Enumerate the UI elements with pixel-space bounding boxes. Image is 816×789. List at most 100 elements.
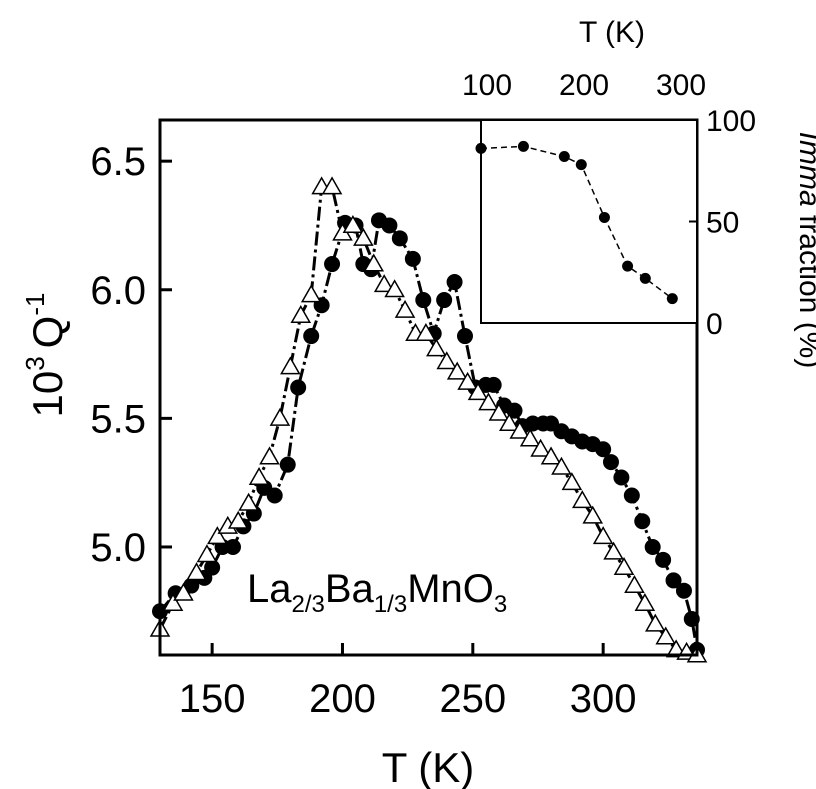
triangle-point (162, 593, 184, 612)
triangle-point (300, 284, 322, 303)
circle-point (602, 454, 619, 471)
formula-mno: MnO (407, 567, 494, 611)
inset-x-tick-label: 300 (656, 69, 706, 102)
main-y-tick-label: 6.5 (90, 140, 146, 184)
inset-background (481, 120, 697, 323)
circle-point (204, 559, 221, 576)
inset-point (575, 159, 587, 171)
triangle-point (446, 361, 468, 380)
triangle-point (280, 356, 301, 375)
circle-point (665, 572, 682, 589)
circle-point (279, 456, 296, 473)
triangle-point (582, 505, 604, 524)
triangle-point (509, 420, 531, 439)
triangle-point (457, 371, 478, 390)
inset-chart: 100 200 300 0 50 100 T (K) Imma fraction (%) (462, 16, 816, 368)
inset-point (517, 140, 529, 152)
triangle-point (551, 456, 572, 475)
y-label-unit-exponent: -1 (20, 293, 50, 316)
inset-y-tick-label: 100 (706, 105, 756, 138)
inset-y-tick-label: 50 (706, 207, 739, 240)
circle-point (391, 230, 408, 247)
triangle-point (624, 575, 645, 594)
triangle-point (373, 274, 395, 293)
triangle-point (238, 492, 259, 511)
circle-point (404, 250, 421, 267)
circle-series-line (158, 218, 699, 651)
triangle-point (384, 279, 405, 298)
triangle-point (634, 593, 656, 612)
inset-y-tick-label: 0 (706, 308, 723, 341)
y-label-unit: Q (24, 316, 71, 349)
main-y-axis-label: 103 Q-1 (20, 293, 71, 418)
main-x-ticks: 150 200 250 300 (179, 643, 637, 721)
triangle-point (603, 541, 624, 560)
inset-y-label-rest: fraction (%) (793, 207, 816, 369)
inset-point (598, 211, 610, 223)
y-label-exponent: 3 (20, 356, 50, 370)
circle-point (446, 274, 463, 291)
circle-point (623, 487, 640, 504)
main-x-axis-label: T (K) (382, 744, 475, 789)
formula-ba: Ba (325, 567, 375, 611)
main-x-tick-label: 250 (439, 677, 506, 721)
inset-point (558, 151, 570, 163)
triangle-point (353, 227, 374, 246)
formula-la: La (247, 567, 292, 611)
triangle-point (173, 582, 194, 601)
main-series-triangles-line (158, 185, 698, 657)
inset-point (666, 293, 678, 305)
triangle-point (644, 613, 666, 632)
main-y-tick-label: 5.5 (90, 397, 146, 441)
main-y-ticks: 5.0 5.5 6.0 6.5 (90, 140, 172, 570)
main-series-circles-line (158, 218, 699, 651)
inset-point (622, 260, 634, 272)
inset-x-axis-label: T (K) (579, 16, 645, 49)
circle-point (303, 328, 320, 345)
triangle-point (394, 299, 416, 318)
triangle-point (467, 382, 489, 401)
circle-point (485, 376, 502, 393)
circle-point (655, 551, 672, 568)
formula-mno-sub: 3 (494, 591, 507, 618)
triangle-point (269, 407, 291, 426)
circle-point (290, 379, 307, 396)
circle-point (266, 487, 283, 504)
triangle-point (227, 510, 249, 529)
circle-point (506, 402, 523, 419)
main-plot-frame (158, 118, 699, 657)
triangle-point (519, 428, 541, 447)
formula-la-sub: 2/3 (292, 591, 325, 618)
circle-point (324, 256, 341, 273)
triangle-point (499, 412, 520, 432)
triangle-point (207, 526, 228, 545)
main-x-tick-label: 200 (309, 677, 376, 721)
main-y-tick-label: 5.0 (90, 526, 146, 570)
y-label-base: 10 (24, 371, 71, 418)
formula-ba-sub: 1/3 (374, 591, 407, 618)
triangle-point (613, 557, 635, 576)
circle-point (456, 328, 473, 345)
inset-x-tick-label: 200 (559, 69, 609, 102)
main-chart: 150 200 250 300 5.05.56.06.5 T (K) 103Q-1 L… (20, 118, 708, 789)
main-series-circles-marks (152, 212, 705, 658)
inset-x-ticks: 100 200 300 (462, 69, 706, 102)
triangle-point (655, 626, 677, 645)
circle-point (634, 513, 651, 530)
triangle-point (540, 446, 562, 465)
circle-point (415, 292, 432, 309)
main-x-tick-label: 150 (179, 677, 246, 721)
triangle-point (259, 446, 280, 465)
inset-y-axis-label: Imma fraction (%) (793, 132, 816, 369)
triangle-point (592, 526, 614, 545)
circle-point (644, 538, 661, 555)
inset-y-label-italic: Imma (793, 132, 816, 207)
inset-y-ticks: 0 50 100 (689, 105, 756, 341)
main-y-tick-label: 6.0 (90, 269, 146, 313)
triangle-point (530, 438, 551, 457)
circle-point (675, 582, 692, 599)
triangle-point (290, 304, 312, 323)
inset-series-marks (475, 140, 678, 305)
triangle-point (488, 402, 510, 421)
